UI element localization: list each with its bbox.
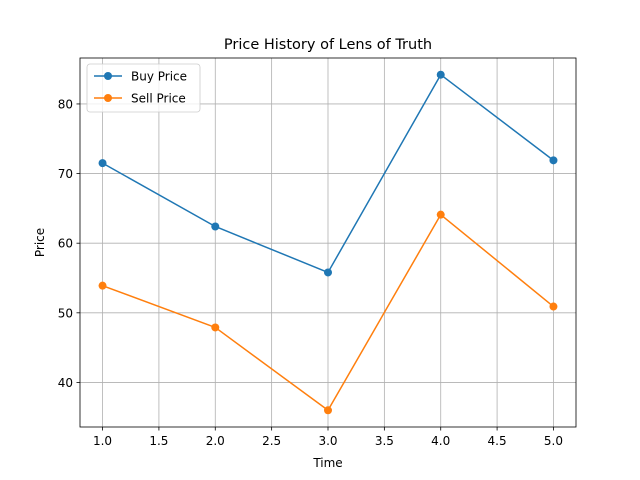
x-tick-label: 4.0 xyxy=(431,434,450,448)
x-tick-label: 2.5 xyxy=(262,434,281,448)
y-tick-label: 60 xyxy=(58,237,73,251)
series-2-point xyxy=(436,210,445,219)
series-1-point xyxy=(98,159,107,168)
series-2-point xyxy=(211,323,220,332)
x-tick-label: 4.5 xyxy=(488,434,507,448)
legend-swatch-marker xyxy=(104,72,112,80)
legend: Buy Price Sell Price xyxy=(86,63,201,113)
series-1-point xyxy=(436,70,445,79)
x-tick-label: 3.0 xyxy=(318,434,337,448)
series-layer xyxy=(98,70,558,415)
legend-label: Sell Price xyxy=(131,92,186,106)
x-tick-label: 1.5 xyxy=(149,434,168,448)
x-tick-label: 5.0 xyxy=(544,434,563,448)
legend-swatch-marker xyxy=(104,94,112,102)
y-axis-label: Price xyxy=(33,228,47,257)
y-tick-label: 50 xyxy=(58,306,73,320)
y-tick-label: 40 xyxy=(58,376,73,390)
grid-lines xyxy=(80,58,576,427)
axis-ticks: 1.0 1.5 2.0 2.5 3.0 3.5 4.0 4.5 5.0 40 50 60 70 80 xyxy=(58,97,563,448)
series-1-point xyxy=(549,156,558,165)
x-axis-label: Time xyxy=(312,456,342,470)
y-tick-label: 80 xyxy=(58,97,73,111)
x-tick-label: 2.0 xyxy=(206,434,225,448)
series-2-point xyxy=(549,302,558,311)
chart-title: Price History of Lens of Truth xyxy=(224,37,432,53)
series-1-point xyxy=(211,222,220,231)
series-1-point xyxy=(324,268,332,277)
x-tick-label: 3.5 xyxy=(375,434,394,448)
series-2-point xyxy=(98,281,107,290)
series-2-point xyxy=(324,406,332,415)
y-tick-label: 70 xyxy=(58,167,73,181)
legend-label: Buy Price xyxy=(131,70,187,84)
x-tick-label: 1.0 xyxy=(93,434,112,448)
